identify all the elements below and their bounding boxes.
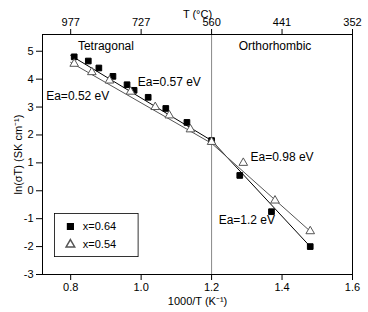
svg-text:727: 727: [132, 16, 150, 28]
svg-text:-3: -3: [24, 268, 34, 280]
svg-text:0: 0: [27, 184, 33, 196]
svg-text:441: 441: [273, 16, 291, 28]
svg-text:-1: -1: [24, 212, 34, 224]
svg-text:x=0.64: x=0.64: [83, 220, 116, 232]
svg-text:1.6: 1.6: [345, 281, 360, 293]
svg-text:Ea=0.57 eV: Ea=0.57 eV: [138, 75, 201, 89]
svg-text:Ea=0.52 eV: Ea=0.52 eV: [46, 89, 109, 103]
svg-text:Ea=0.98 eV: Ea=0.98 eV: [251, 150, 314, 164]
svg-text:352: 352: [343, 16, 361, 28]
svg-text:x=0.54: x=0.54: [83, 238, 116, 250]
svg-text:1.4: 1.4: [274, 281, 289, 293]
svg-text:ln(σT) (SK cm⁻¹): ln(σT) (SK cm⁻¹): [12, 115, 24, 195]
svg-text:1000/T (K⁻¹): 1000/T (K⁻¹): [168, 295, 227, 307]
svg-text:2: 2: [27, 128, 33, 140]
svg-text:Ea=1.2 eV: Ea=1.2 eV: [219, 213, 275, 227]
svg-text:Orthorhombic: Orthorhombic: [239, 39, 312, 53]
svg-text:3: 3: [27, 101, 33, 113]
svg-text:T (°C): T (°C): [183, 8, 212, 20]
svg-text:Tetragonal: Tetragonal: [78, 39, 134, 53]
svg-text:5: 5: [27, 45, 33, 57]
svg-text:0.8: 0.8: [63, 281, 78, 293]
svg-text:560: 560: [202, 15, 221, 28]
svg-text:1: 1: [27, 156, 33, 168]
svg-text:-2: -2: [24, 240, 34, 252]
svg-text:4: 4: [27, 73, 33, 85]
svg-text:1.0: 1.0: [133, 281, 148, 293]
svg-text:977: 977: [62, 16, 80, 28]
svg-text:1.2: 1.2: [204, 281, 219, 293]
